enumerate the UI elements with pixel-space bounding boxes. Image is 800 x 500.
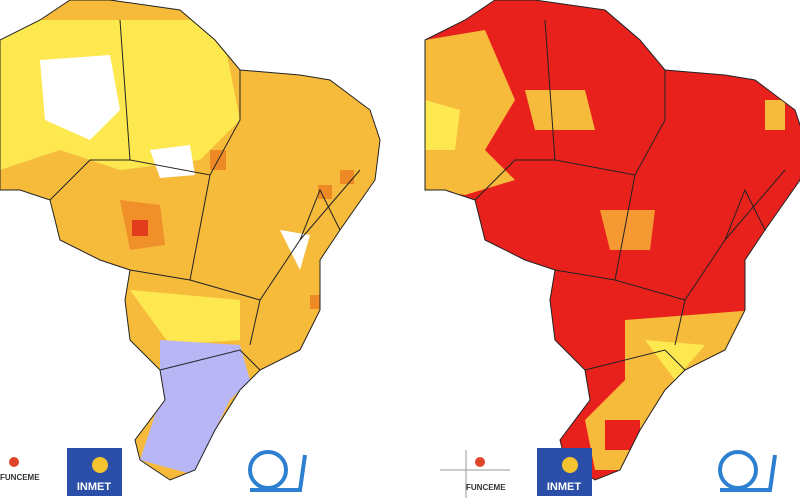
- right-logos: FUNCEME INMET: [440, 448, 777, 498]
- inmet-logo: INMET: [77, 481, 112, 493]
- inmet-box: [537, 448, 592, 496]
- inmet-sun: [92, 457, 108, 473]
- funceme-icon: [9, 457, 19, 467]
- cptec-logo: [718, 450, 758, 490]
- inmet-sun: [562, 457, 578, 473]
- funceme-icon: [475, 457, 485, 467]
- inmet-box: [67, 448, 122, 496]
- left-map: [0, 0, 381, 481]
- cptec-logo: [248, 450, 288, 490]
- funceme-logo: FUNCEME: [0, 473, 40, 482]
- cptec-arrow: [250, 454, 307, 492]
- funceme-logo: FUNCEME: [466, 483, 506, 492]
- right-map: [424, 0, 800, 481]
- cptec-arrow: [720, 454, 777, 492]
- inmet-logo: INMET: [547, 481, 582, 493]
- left-logos: FUNCEME INMET: [0, 448, 307, 496]
